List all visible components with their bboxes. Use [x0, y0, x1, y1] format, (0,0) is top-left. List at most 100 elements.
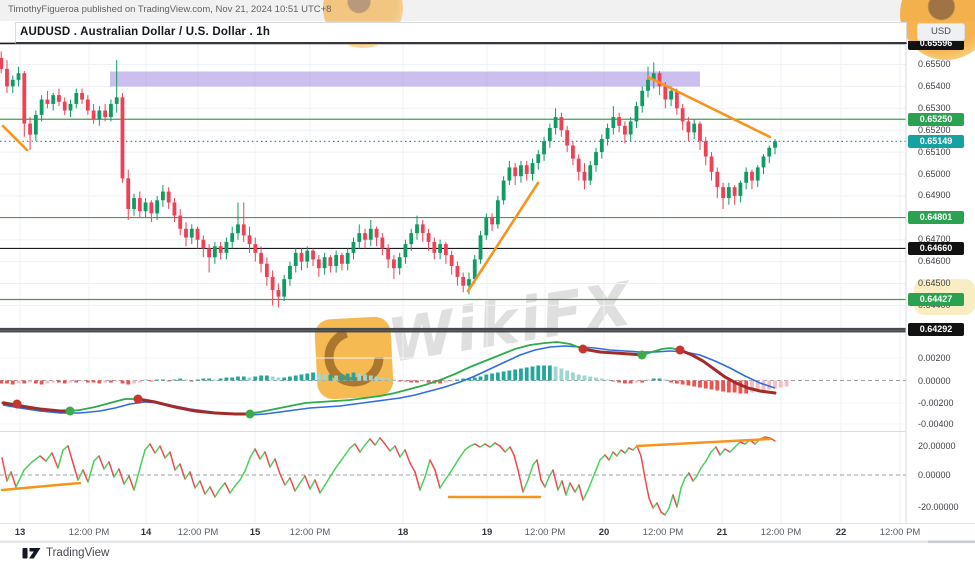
oscillator-segment — [149, 443, 156, 454]
oscillator-segment — [499, 445, 506, 453]
oscillator-segment — [369, 438, 376, 446]
candle — [403, 239, 408, 264]
macd-bearish-segment — [678, 348, 777, 395]
candle — [5, 60, 9, 93]
macd-histogram-bar — [455, 379, 460, 381]
oscillator-segment — [604, 454, 610, 461]
oscillator-segment — [289, 477, 296, 492]
macd-histogram-bar — [392, 379, 396, 381]
attribution-text: TimothyFigueroa published on TradingView… — [8, 4, 332, 15]
candle — [241, 202, 246, 242]
macd-histogram-bar — [472, 377, 477, 381]
oscillator-axis-label: 20.00000 — [918, 440, 956, 451]
price-axis[interactable]: 0.65500 0.65400 0.65300 0.65200 0.65100 0.650… — [906, 41, 975, 523]
candle — [513, 163, 518, 185]
macd-histogram-bar — [68, 380, 73, 383]
candle-body — [767, 147, 772, 157]
oscillator-segment — [561, 480, 567, 496]
symbol-title-bar[interactable] — [15, 22, 907, 44]
macd-histogram-bar — [646, 379, 650, 381]
candle — [507, 160, 512, 185]
candle — [715, 167, 720, 199]
oscillator-segment — [264, 451, 271, 468]
candle-body — [264, 263, 269, 277]
candle-body — [201, 239, 206, 249]
macd-histogram-bar — [495, 372, 500, 381]
candle — [0, 51, 4, 74]
oscillator-segment — [108, 461, 115, 478]
oscillator-segment — [608, 451, 614, 461]
oscillator-segment — [169, 451, 176, 471]
time-axis[interactable]: 13 12:00 PM 14 12:00 PM 15 12:00 PM 18 19 12:00 … — [0, 524, 975, 541]
price-axis-label: 0.65000 — [918, 168, 951, 179]
macd-histogram-bar — [368, 375, 373, 381]
candle-body — [270, 276, 275, 291]
candle — [207, 244, 211, 273]
candle-body — [184, 228, 188, 238]
oscillator-segment — [389, 445, 396, 452]
tradingview-logo-icon[interactable] — [22, 546, 41, 560]
macd-signal-dot — [133, 394, 143, 404]
candle-body — [120, 97, 125, 179]
oscillator-segment — [128, 475, 135, 491]
candle — [80, 88, 84, 104]
candle-body — [519, 165, 523, 177]
oscillator-segment — [636, 445, 642, 457]
candle — [195, 226, 200, 249]
candle — [634, 101, 639, 129]
oscillator-segment — [724, 448, 731, 453]
candle-body — [547, 128, 552, 142]
oscillator-segment — [409, 462, 416, 473]
wikifx-watermark-text: WikiFX — [383, 269, 638, 377]
oscillator-segment — [582, 489, 589, 501]
candle-body — [582, 171, 587, 181]
candle — [172, 198, 177, 223]
candle-body — [698, 123, 702, 142]
macd-histogram-bar — [103, 380, 108, 383]
candle — [137, 191, 142, 218]
candle-body — [559, 117, 564, 131]
macd-histogram-bar — [126, 380, 131, 385]
currency-button[interactable]: USD — [917, 23, 965, 41]
oscillator-segment — [279, 473, 286, 486]
macd-axis-label: 0.00000 — [918, 375, 951, 386]
candle — [178, 209, 183, 236]
oscillator-segment — [354, 443, 361, 453]
macd-histogram-bar — [547, 365, 552, 381]
candle — [628, 117, 633, 142]
candle — [392, 255, 396, 280]
macd-histogram-bar — [588, 376, 593, 381]
candle — [57, 88, 61, 107]
oscillator-segment — [15, 469, 25, 488]
time-axis-label: 20 — [598, 527, 610, 538]
macd-histogram-bar — [738, 380, 743, 394]
candle — [692, 119, 697, 139]
candle-body — [218, 246, 223, 253]
candle — [334, 250, 339, 273]
price-badge: 0.64660 — [908, 241, 964, 255]
candle — [103, 103, 108, 122]
candle-body — [634, 106, 639, 122]
oscillator-segment — [552, 469, 559, 491]
oscillator-segment — [349, 443, 356, 449]
candle-body — [542, 141, 546, 155]
candle — [530, 158, 535, 181]
oscillator-segment — [324, 476, 331, 486]
candle-body — [484, 217, 489, 236]
candle — [212, 241, 217, 264]
oscillator-segment — [656, 502, 662, 513]
oscillator-segment — [224, 482, 231, 494]
candle — [16, 66, 21, 87]
candle — [386, 244, 391, 269]
macd-histogram-bar — [322, 374, 327, 381]
macd-histogram-bar — [634, 380, 639, 383]
macd-histogram-bar — [611, 380, 616, 382]
candle — [594, 147, 598, 172]
macd-histogram-bar — [218, 378, 223, 381]
candle-body — [374, 228, 379, 238]
footer-brand-label[interactable]: TradingView — [46, 547, 110, 559]
candle-body — [669, 90, 673, 100]
macd-histogram-bar — [311, 372, 315, 381]
candle-body — [709, 156, 714, 172]
